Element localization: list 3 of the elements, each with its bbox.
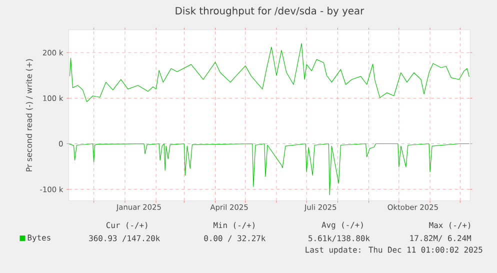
line-series bbox=[68, 143, 470, 195]
chart-title: Disk throughput for /dev/sda - by year bbox=[176, 6, 364, 16]
line-series bbox=[69, 43, 470, 102]
